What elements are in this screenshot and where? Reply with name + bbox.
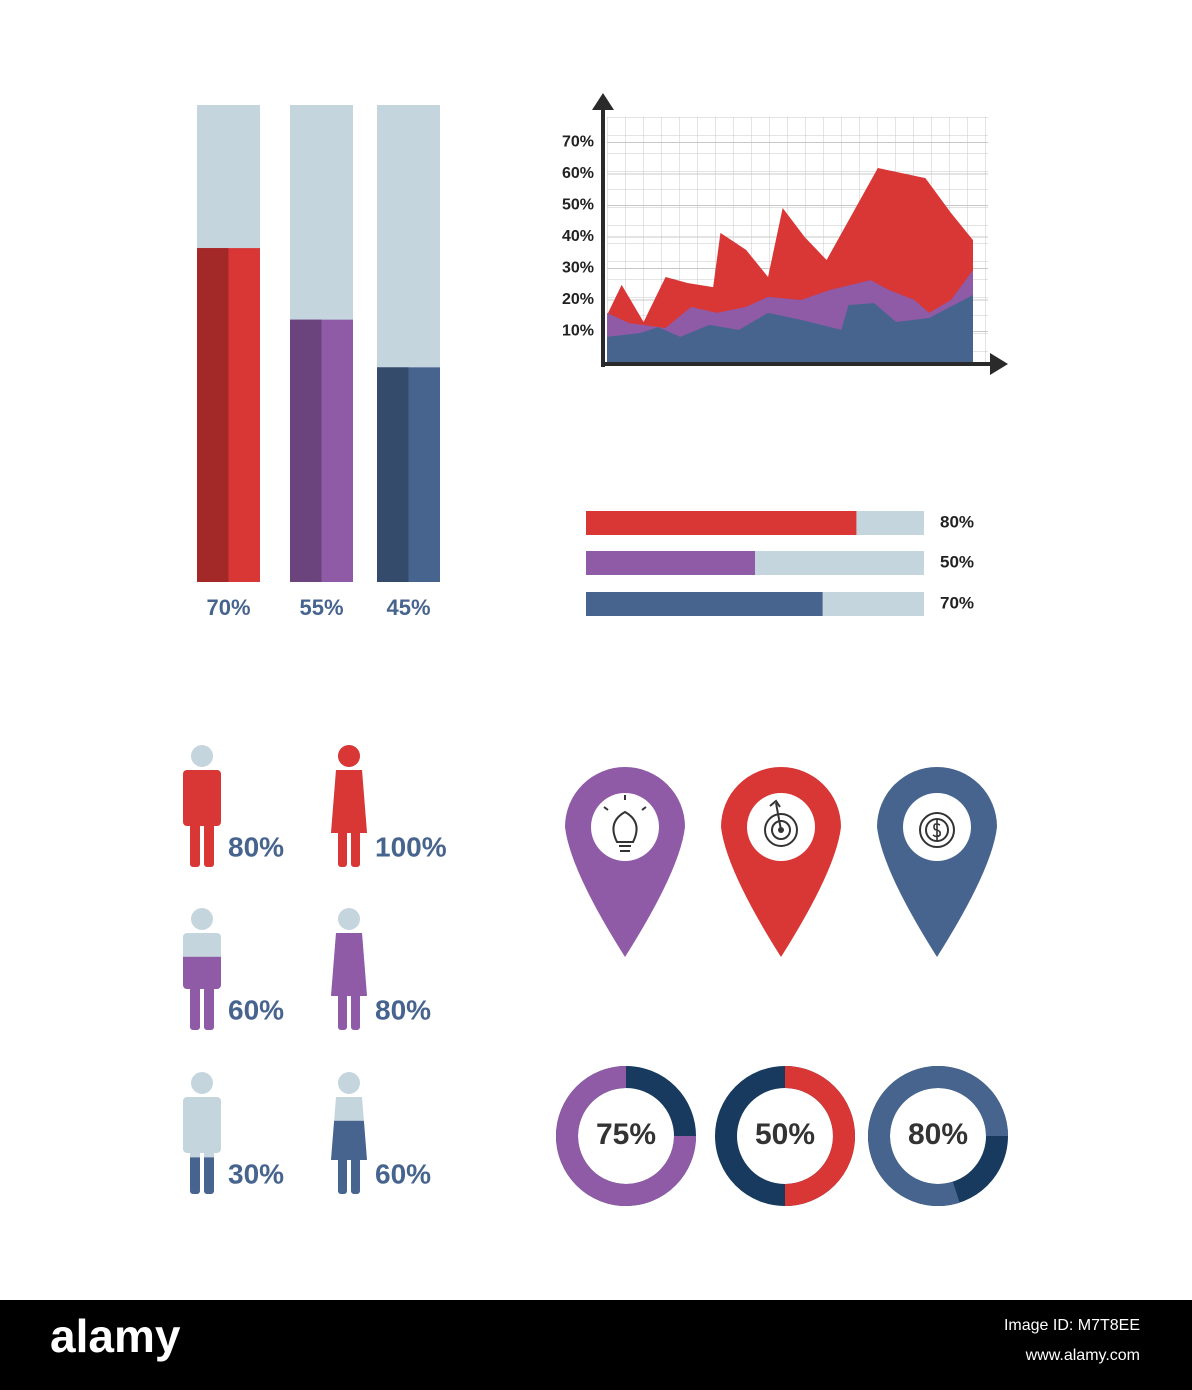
y-tick-label: 40% — [562, 228, 594, 245]
donut-arc — [784, 1066, 855, 1206]
progress-bar — [586, 551, 755, 575]
donut-arc — [556, 1066, 696, 1206]
value-label: 70% — [206, 595, 250, 620]
pins — [565, 766, 997, 957]
bar-shade — [197, 248, 229, 582]
value-label: 45% — [386, 595, 430, 620]
pictogram — [183, 745, 221, 867]
value-label: 60% — [228, 994, 284, 1025]
y-axis-arrow — [592, 93, 614, 110]
y-tick-label: 20% — [562, 291, 594, 308]
pictogram — [183, 1072, 221, 1194]
figure-fill — [183, 769, 221, 867]
pictogram — [331, 1072, 367, 1194]
value-label: 75% — [596, 1118, 656, 1151]
value-label: 80% — [940, 512, 974, 531]
x-axis-arrow — [990, 353, 1008, 375]
pin — [721, 767, 841, 957]
value-label: 50% — [755, 1118, 815, 1151]
brand: alamy — [50, 1310, 181, 1362]
progress-bar — [586, 592, 823, 616]
value-label: 30% — [228, 1158, 284, 1189]
bar-shade — [290, 319, 322, 582]
value-label: 60% — [375, 1158, 431, 1189]
figure-track — [183, 1072, 221, 1194]
figure-fill — [331, 1120, 367, 1194]
donut-arc — [868, 1066, 1008, 1206]
value-label: 50% — [940, 552, 974, 571]
value-label: 55% — [299, 595, 343, 620]
value-label: 80% — [908, 1118, 968, 1151]
y-tick-label: 70% — [562, 134, 594, 151]
y-tick-label: 30% — [562, 260, 594, 277]
pictogram — [331, 745, 367, 867]
progress-bar — [586, 511, 857, 535]
value-label: 80% — [375, 994, 431, 1025]
value-label: 70% — [940, 593, 974, 612]
pin — [876, 766, 997, 957]
pictogram — [331, 908, 367, 1030]
figure-fill — [183, 1157, 221, 1194]
y-tick-label: 50% — [562, 197, 594, 214]
pin — [565, 767, 685, 957]
pictogram — [183, 908, 221, 1030]
footer-bar — [0, 1300, 1192, 1390]
figure-fill — [331, 745, 367, 867]
area — [607, 294, 973, 363]
value-label: 80% — [228, 831, 284, 862]
value-label: 100% — [375, 831, 447, 862]
figure-fill — [183, 956, 221, 1030]
y-tick-label: 10% — [562, 323, 594, 340]
url: www.alamy.com — [1025, 1347, 1140, 1364]
figure-fill — [331, 932, 367, 1030]
image-id: Image ID: M7T8EE — [1004, 1317, 1140, 1334]
bar-shade — [377, 367, 409, 582]
y-tick-label: 60% — [562, 165, 594, 182]
